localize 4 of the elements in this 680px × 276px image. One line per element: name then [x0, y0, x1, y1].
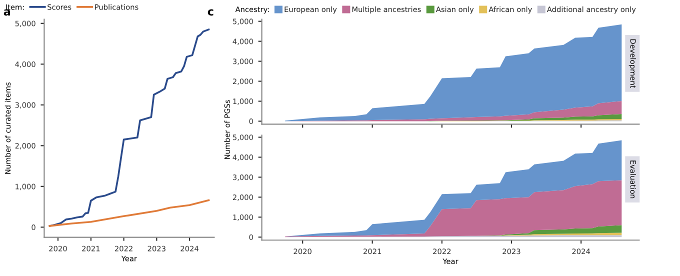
text: c [208, 9, 214, 16]
line-series [48, 28, 210, 227]
line-series [48, 199, 210, 227]
text: a [4, 9, 10, 16]
